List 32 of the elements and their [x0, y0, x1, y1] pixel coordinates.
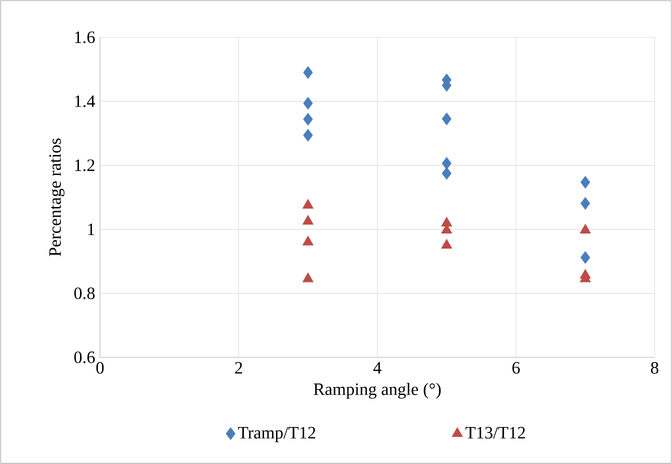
point	[441, 216, 452, 227]
y-tick-label: 1	[88, 224, 94, 236]
point	[442, 157, 452, 170]
point	[441, 239, 452, 249]
point	[302, 236, 314, 246]
legend-label: Tramp/T12	[238, 426, 316, 442]
point	[580, 224, 591, 234]
y-tick-label: 1.4	[75, 95, 96, 108]
x-tick-label: 6	[512, 362, 520, 374]
x-tick-label: 4	[373, 362, 382, 374]
point	[303, 66, 313, 79]
x-axis-title: Ramping angle (°)	[314, 382, 441, 399]
point	[580, 251, 590, 264]
legend-label: T13/T12	[466, 426, 525, 439]
point	[302, 199, 314, 209]
point	[302, 215, 314, 225]
point	[303, 96, 313, 110]
x-tick-label: 0	[96, 362, 104, 374]
point	[303, 128, 313, 142]
y-axis-title: Percentage ratios	[49, 138, 64, 256]
y-tick-label: 0.8	[74, 287, 95, 300]
point	[442, 112, 452, 126]
x-tick-label: 8	[650, 362, 658, 374]
point	[580, 197, 590, 210]
y-tick-label: 1.6	[75, 31, 95, 44]
y-tick-label: 0.6	[74, 351, 95, 364]
y-tick-label: 1.2	[75, 159, 94, 172]
point	[302, 272, 314, 282]
x-tick-label: 2	[235, 362, 242, 374]
point	[442, 167, 452, 180]
point	[303, 112, 313, 126]
point	[580, 176, 590, 189]
